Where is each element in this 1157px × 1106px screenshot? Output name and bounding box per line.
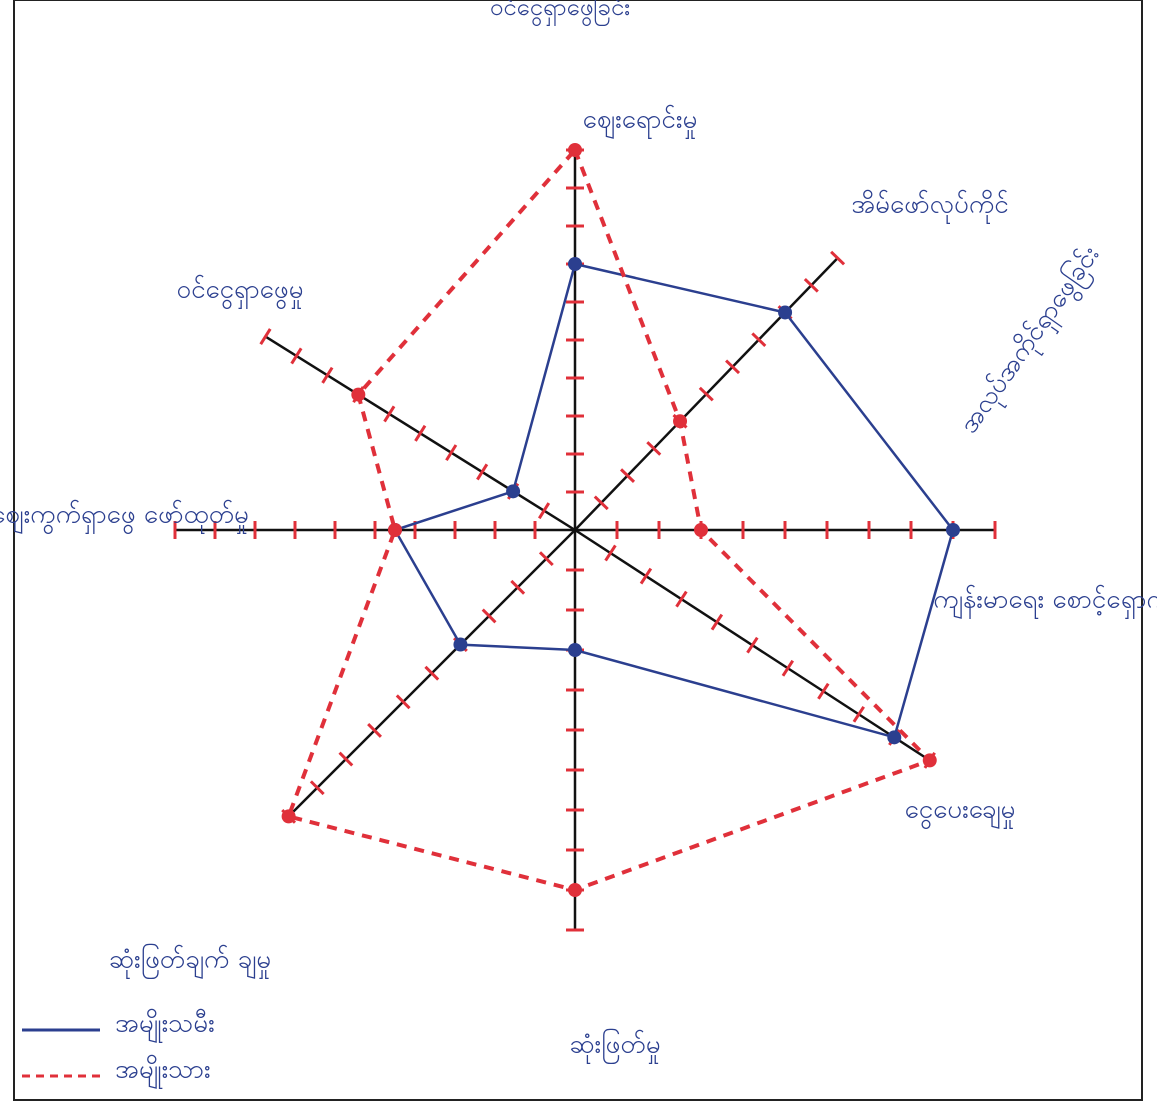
axis-label: ဈေးရောင်းမှု	[583, 104, 698, 140]
data-point	[568, 643, 582, 657]
axis-label: ဆုံးဖြတ်မှု	[569, 1027, 660, 1065]
tick-mark	[309, 780, 325, 796]
data-point	[694, 523, 708, 537]
tick-mark	[852, 705, 865, 723]
axis-label: အိမ်ဖော်လုပ်ကိုင်	[851, 189, 1008, 225]
data-point	[506, 484, 521, 499]
data-point	[568, 883, 582, 897]
tick-mark	[476, 463, 489, 481]
axis-label: ကျန်းမာရေး စောင့်ရှောက်မှု	[933, 584, 1157, 620]
tick-mark	[604, 544, 617, 562]
tick-mark	[259, 328, 272, 346]
tick-mark	[817, 682, 830, 700]
tick-mark	[510, 579, 526, 595]
tick-mark	[395, 694, 411, 710]
tick-mark	[290, 347, 303, 365]
tick-mark	[781, 659, 795, 677]
data-point	[351, 387, 366, 402]
tick-mark	[803, 277, 819, 293]
tick-mark	[751, 332, 767, 347]
tick-mark	[725, 359, 741, 375]
data-point	[453, 637, 468, 652]
data-point	[568, 143, 582, 157]
data-point	[922, 753, 937, 768]
tick-mark	[830, 250, 846, 266]
tick-mark	[710, 613, 724, 631]
data-point	[388, 523, 402, 537]
tick-mark	[593, 495, 609, 511]
tick-mark	[321, 366, 334, 384]
tick-mark	[538, 551, 554, 567]
data-point	[946, 523, 960, 537]
tick-mark	[646, 441, 662, 456]
tick-mark	[481, 608, 497, 624]
tick-mark	[639, 567, 653, 585]
annotation: အလုပ်အကိုင်ရှာဖွေခြင်း	[951, 239, 1109, 442]
tick-mark	[698, 386, 714, 402]
tick-mark	[675, 590, 688, 608]
legend-label: အမျိုးသမီး	[115, 1008, 215, 1044]
data-point	[778, 305, 793, 320]
tick-mark	[620, 468, 636, 483]
frame	[13, 0, 1143, 1101]
data-point	[281, 809, 296, 824]
tick-mark	[367, 723, 382, 738]
chart-title: ဝင်ငွေရှာဖွေခြင်း	[490, 0, 630, 27]
tick-mark	[746, 636, 759, 654]
data-point	[887, 730, 902, 745]
axis-label: ငွေပေးချေမှု	[905, 795, 1016, 830]
data-point	[673, 414, 688, 429]
series-line	[393, 262, 955, 739]
axis-label: ဆုံးဖြတ်ချက် ချမှု	[109, 942, 271, 980]
tick-mark	[424, 665, 440, 681]
tick-mark	[445, 444, 458, 462]
tick-mark	[414, 424, 427, 442]
tick-mark	[338, 751, 354, 767]
tick-mark	[383, 405, 396, 423]
legend-label: အမျိုးသား	[115, 1054, 211, 1090]
axis-label: ဈေးကွက်ရှာဖွေ ဖော်ထုတ်မှု	[0, 499, 249, 535]
tick-mark	[538, 502, 551, 520]
data-point	[568, 257, 582, 271]
axis-label: ဝင်ငွေရှာဖွေမှု	[176, 274, 303, 310]
